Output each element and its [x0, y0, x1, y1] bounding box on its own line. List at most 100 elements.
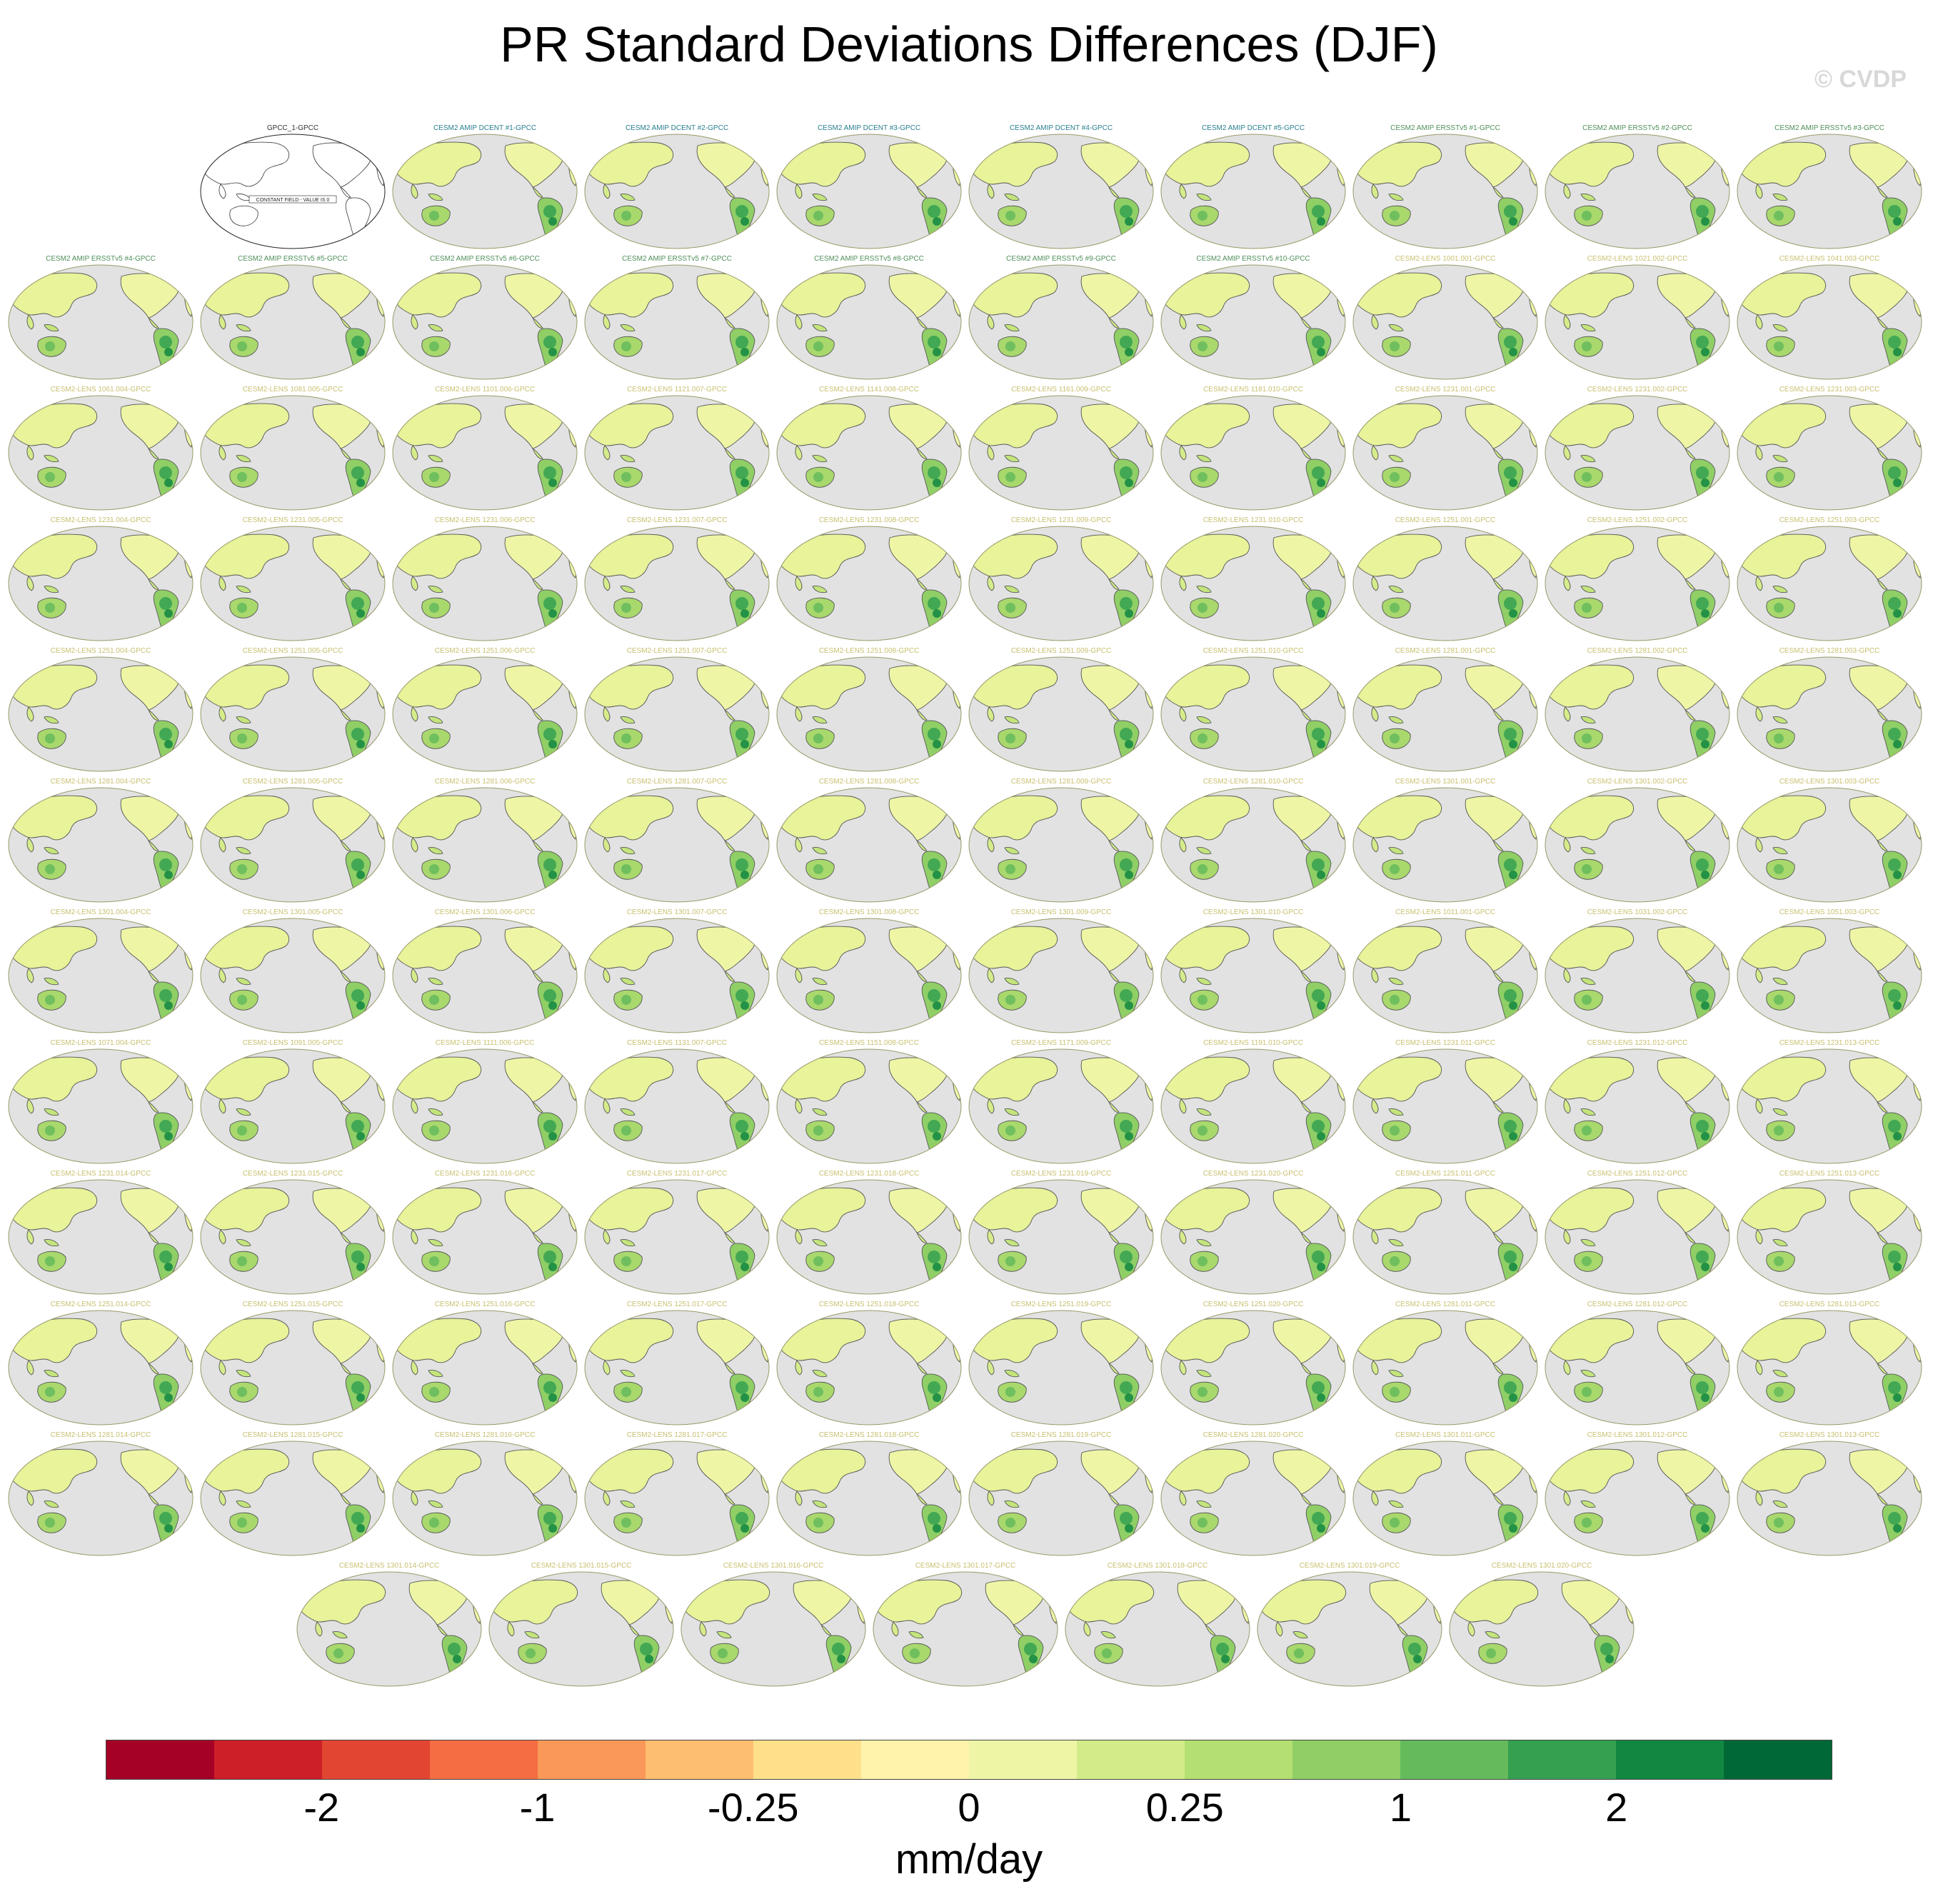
world-map — [392, 134, 578, 249]
world-map — [968, 264, 1154, 380]
map-panel: CESM2 AMIP ERSSTv5 #7-GPCC — [583, 255, 770, 384]
world-map — [776, 787, 962, 903]
colorbar-tick-label: -1 — [519, 1785, 556, 1830]
world-map — [200, 1440, 386, 1556]
map-panel-title: CESM2-LENS 1251.020-GPCC — [1203, 1301, 1304, 1308]
map-panel: CESM2-LENS 1231.012-GPCC — [1544, 1039, 1731, 1168]
map-panel: CESM2-LENS 1281.013-GPCC — [1736, 1301, 1923, 1429]
map-panel-title: CESM2-LENS 1251.011-GPCC — [1395, 1170, 1495, 1178]
world-map — [584, 1310, 770, 1426]
map-panel-title: CESM2-LENS 1231.008-GPCC — [818, 516, 920, 524]
map-panel-title: CESM2-LENS 1231.012-GPCC — [1587, 1039, 1688, 1047]
world-map — [1257, 1571, 1442, 1687]
map-panel: CESM2-LENS 1301.018-GPCC — [1064, 1562, 1251, 1690]
map-panel-title: CESM2-LENS 1231.006-GPCC — [434, 516, 536, 524]
map-panel: CESM2-LENS 1021.002-GPCC — [1544, 255, 1731, 384]
map-panel: CESM2-LENS 1251.003-GPCC — [1736, 516, 1923, 645]
world-map — [1352, 395, 1538, 511]
world-map — [1352, 1048, 1538, 1164]
world-map — [776, 1310, 962, 1426]
map-panel: CESM2-LENS 1091.005-GPCC — [199, 1039, 386, 1168]
map-panel-title: CESM2-LENS 1231.020-GPCC — [1203, 1170, 1304, 1178]
world-map — [776, 1179, 962, 1295]
map-panel-title: CESM2 AMIP ERSSTv5 #9-GPCC — [1006, 255, 1116, 263]
map-panel-title: CESM2-LENS 1281.012-GPCC — [1587, 1301, 1688, 1308]
map-panel-title: CESM2-LENS 1301.002-GPCC — [1587, 778, 1688, 786]
world-map — [1065, 1571, 1250, 1687]
world-map — [968, 787, 1154, 903]
map-panel: CESM2-LENS 1251.006-GPCC — [391, 647, 578, 776]
map-panel-title: CESM2-LENS 1301.003-GPCC — [1779, 778, 1880, 786]
colorbar-swatch — [1077, 1740, 1185, 1779]
world-map — [1160, 787, 1346, 903]
map-panel: CESM2-LENS 1251.009-GPCC — [968, 647, 1155, 776]
map-panel-title: CESM2-LENS 1031.002-GPCC — [1587, 908, 1688, 916]
map-panel-title: CESM2-LENS 1251.009-GPCC — [1010, 647, 1112, 655]
world-map — [392, 787, 578, 903]
world-map — [392, 1048, 578, 1164]
map-panel: CESM2-LENS 1251.012-GPCC — [1544, 1170, 1731, 1298]
map-panel: CESM2-LENS 1301.006-GPCC — [391, 908, 578, 1037]
map-panel: CESM2-LENS 1281.007-GPCC — [583, 778, 770, 906]
world-map — [1160, 1179, 1346, 1295]
colorbar-swatch — [538, 1740, 646, 1779]
map-panel: CESM2-LENS 1251.014-GPCC — [7, 1301, 194, 1429]
world-map — [584, 918, 770, 1033]
world-map — [392, 526, 578, 641]
world-map — [392, 918, 578, 1033]
world-map — [776, 264, 962, 380]
map-panel-title: CESM2-LENS 1251.005-GPCC — [242, 647, 343, 655]
world-map — [488, 1571, 674, 1687]
map-panel: CESM2-LENS 1281.019-GPCC — [968, 1431, 1155, 1560]
map-panel-title: CESM2-LENS 1051.003-GPCC — [1779, 908, 1880, 916]
world-map — [968, 1048, 1154, 1164]
map-panel: CESM2-LENS 1001.001-GPCC — [1352, 255, 1539, 384]
map-panel: CESM2-LENS 1231.020-GPCC — [1160, 1170, 1347, 1298]
world-map — [584, 1440, 770, 1556]
map-panel: CESM2-LENS 1231.013-GPCC — [1736, 1039, 1923, 1168]
world-map — [1737, 395, 1922, 511]
world-map — [1737, 656, 1922, 772]
map-panel-title: CESM2-LENS 1301.019-GPCC — [1299, 1562, 1400, 1570]
map-panel: CESM2 AMIP ERSSTv5 #3-GPCC — [1736, 124, 1923, 253]
map-panel: CESM2-LENS 1251.016-GPCC — [391, 1301, 578, 1429]
map-panel-title: CESM2 AMIP DCENT #5-GPCC — [1201, 124, 1305, 132]
colorbar-tick-label: 0.25 — [1145, 1785, 1224, 1830]
map-panel-title: CESM2 AMIP ERSSTv5 #8-GPCC — [814, 255, 924, 263]
map-panel: CESM2-LENS 1181.010-GPCC — [1160, 386, 1347, 514]
map-panel-title: CESM2 AMIP ERSSTv5 #1-GPCC — [1390, 124, 1500, 132]
world-map — [1545, 787, 1730, 903]
map-panel-title: CESM2-LENS 1071.004-GPCC — [50, 1039, 151, 1047]
world-map — [968, 1440, 1154, 1556]
colorbar-swatch — [1292, 1740, 1400, 1779]
map-panel-title: CESM2-LENS 1231.018-GPCC — [818, 1170, 920, 1178]
world-map — [776, 656, 962, 772]
map-panel: CESM2-LENS 1251.011-GPCC — [1352, 1170, 1539, 1298]
map-panel: CESM2-LENS 1161.009-GPCC — [968, 386, 1155, 514]
map-panel-title: CESM2-LENS 1111.006-GPCC — [435, 1039, 535, 1047]
world-map — [1737, 918, 1922, 1033]
world-map — [8, 1179, 194, 1295]
world-map — [776, 526, 962, 641]
world-map — [1449, 1571, 1635, 1687]
map-panel: CESM2 AMIP ERSSTv5 #6-GPCC — [391, 255, 578, 384]
map-panel: CESM2-LENS 1191.010-GPCC — [1160, 1039, 1347, 1168]
map-panel-title: CESM2-LENS 1251.015-GPCC — [242, 1301, 343, 1308]
map-panel: CESM2 AMIP ERSSTv5 #10-GPCC — [1160, 255, 1347, 384]
world-map — [1545, 1310, 1730, 1426]
map-panel: CESM2-LENS 1281.003-GPCC — [1736, 647, 1923, 776]
map-panel-title: CESM2-LENS 1251.016-GPCC — [434, 1301, 536, 1308]
world-map — [200, 918, 386, 1033]
map-panel-title: CESM2-LENS 1281.013-GPCC — [1779, 1301, 1880, 1308]
world-map — [8, 264, 194, 380]
map-panel-title: CESM2-LENS 1281.015-GPCC — [242, 1431, 343, 1439]
map-panel-title: CESM2-LENS 1301.011-GPCC — [1395, 1431, 1495, 1439]
map-panel: CESM2-LENS 1301.017-GPCC — [872, 1562, 1059, 1690]
map-panel-title: CESM2-LENS 1011.001-GPCC — [1395, 908, 1495, 916]
map-panel: CESM2-LENS 1251.008-GPCC — [775, 647, 963, 776]
map-panel-title: CESM2-LENS 1231.019-GPCC — [1010, 1170, 1112, 1178]
map-panel: CESM2-LENS 1281.004-GPCC — [7, 778, 194, 906]
map-panel-title: CESM2 AMIP ERSSTv5 #5-GPCC — [238, 255, 348, 263]
world-map — [584, 134, 770, 249]
map-panel-title: CESM2-LENS 1301.015-GPCC — [531, 1562, 632, 1570]
